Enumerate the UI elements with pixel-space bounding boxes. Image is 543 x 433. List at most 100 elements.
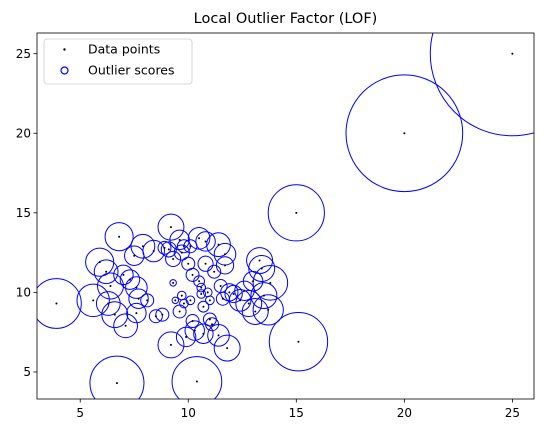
- outlier-score-circle: [125, 276, 148, 299]
- y-axis-ticks: 5 10 15 20 25: [16, 47, 37, 379]
- outlier-score-circle: [267, 184, 325, 242]
- outlier-score-circle: [235, 290, 263, 317]
- data-point: [113, 313, 116, 316]
- data-point: [254, 310, 257, 313]
- legend-label-outlier-scores: Outlier scores: [88, 63, 175, 78]
- data-points: [55, 52, 514, 385]
- x-tick-label: 25: [505, 406, 520, 420]
- data-point: [152, 250, 155, 253]
- data-point: [92, 299, 95, 302]
- y-tick-label: 5: [23, 365, 31, 379]
- outlier-score-circle: [76, 283, 110, 318]
- outlier-score-circle: [165, 250, 182, 268]
- data-point: [198, 280, 201, 283]
- data-point: [189, 245, 192, 248]
- outlier-score-circle: [130, 233, 156, 259]
- outlier-score-circle: [157, 213, 185, 241]
- data-point: [182, 302, 185, 305]
- data-point: [239, 299, 242, 302]
- outlier-score-circle: [224, 284, 243, 304]
- legend-marker-data-points: [63, 48, 66, 51]
- data-point: [178, 238, 181, 241]
- data-point: [208, 318, 211, 321]
- data-point: [228, 291, 231, 294]
- data-point: [202, 332, 205, 335]
- chart-title: Local Outlier Factor (LOF): [194, 11, 378, 27]
- outlier-score-circle: [252, 265, 289, 301]
- outlier-score-circle: [205, 295, 215, 306]
- data-point: [200, 286, 203, 289]
- data-point: [133, 254, 136, 257]
- outlier-score-circle: [172, 304, 187, 319]
- data-point: [107, 302, 110, 305]
- data-point: [115, 382, 118, 385]
- data-point: [135, 286, 138, 289]
- outlier-score-circle: [157, 331, 185, 359]
- outlier-score-circle: [228, 289, 252, 312]
- legend-box: [43, 38, 193, 85]
- data-point: [193, 329, 196, 332]
- outlier-score-circle: [429, 33, 534, 137]
- outlier-score-circle: [215, 256, 235, 275]
- y-tick-label: 20: [16, 127, 31, 141]
- outlier-score-circles: [37, 33, 534, 399]
- outlier-score-circle: [155, 307, 170, 322]
- data-point: [198, 237, 201, 240]
- data-point: [511, 52, 514, 55]
- data-point: [98, 261, 101, 264]
- outlier-score-circle: [207, 264, 222, 279]
- data-point: [182, 245, 185, 248]
- data-point: [295, 211, 298, 214]
- data-point: [185, 335, 188, 338]
- x-tick-label: 10: [181, 406, 196, 420]
- outlier-score-circle: [185, 295, 196, 306]
- legend-marker-outlier-scores: [60, 66, 69, 75]
- data-point: [135, 312, 138, 315]
- x-tick-label: 15: [289, 406, 304, 420]
- data-point: [211, 323, 214, 326]
- data-point: [122, 273, 125, 276]
- plot-frame: [36, 32, 535, 400]
- outlier-score-circle: [37, 278, 82, 329]
- y-tick-label: 15: [16, 206, 31, 220]
- outlier-score-circle: [113, 264, 134, 286]
- x-axis-ticks: 5 10 15 20 25: [76, 399, 520, 420]
- outlier-score-circle: [213, 334, 241, 362]
- data-point: [55, 302, 58, 305]
- outlier-score-circle: [95, 291, 121, 316]
- data-point: [226, 347, 229, 350]
- outlier-score-circle: [195, 231, 216, 252]
- outlier-score-circle: [185, 267, 200, 282]
- y-tick-label: 25: [16, 47, 31, 61]
- data-point: [217, 334, 220, 337]
- data-point: [403, 132, 406, 135]
- outlier-score-circle: [196, 282, 207, 293]
- data-point: [180, 294, 183, 297]
- data-point: [146, 299, 149, 302]
- outlier-score-circle: [157, 240, 172, 255]
- outlier-score-circle: [250, 282, 278, 310]
- outlier-score-circle: [142, 239, 165, 263]
- outlier-score-circle: [97, 272, 124, 300]
- outlier-score-circle: [104, 222, 134, 252]
- outlier-score-circle: [101, 301, 129, 329]
- outlier-score-circle: [169, 279, 177, 287]
- outlier-score-circle: [171, 296, 180, 305]
- data-point: [224, 264, 226, 267]
- outlier-score-circle: [89, 355, 145, 399]
- outlier-score-circle: [193, 275, 205, 288]
- data-point: [269, 281, 272, 284]
- data-point: [109, 285, 112, 288]
- data-point: [187, 262, 190, 265]
- data-point: [221, 297, 224, 300]
- data-point: [169, 343, 172, 346]
- outlier-score-circle: [197, 255, 214, 272]
- data-point: [204, 240, 207, 243]
- data-point: [252, 280, 255, 283]
- outlier-score-circle: [197, 300, 210, 313]
- data-point: [141, 245, 144, 248]
- data-point: [260, 267, 263, 270]
- data-point: [232, 292, 235, 295]
- data-point: [195, 380, 198, 383]
